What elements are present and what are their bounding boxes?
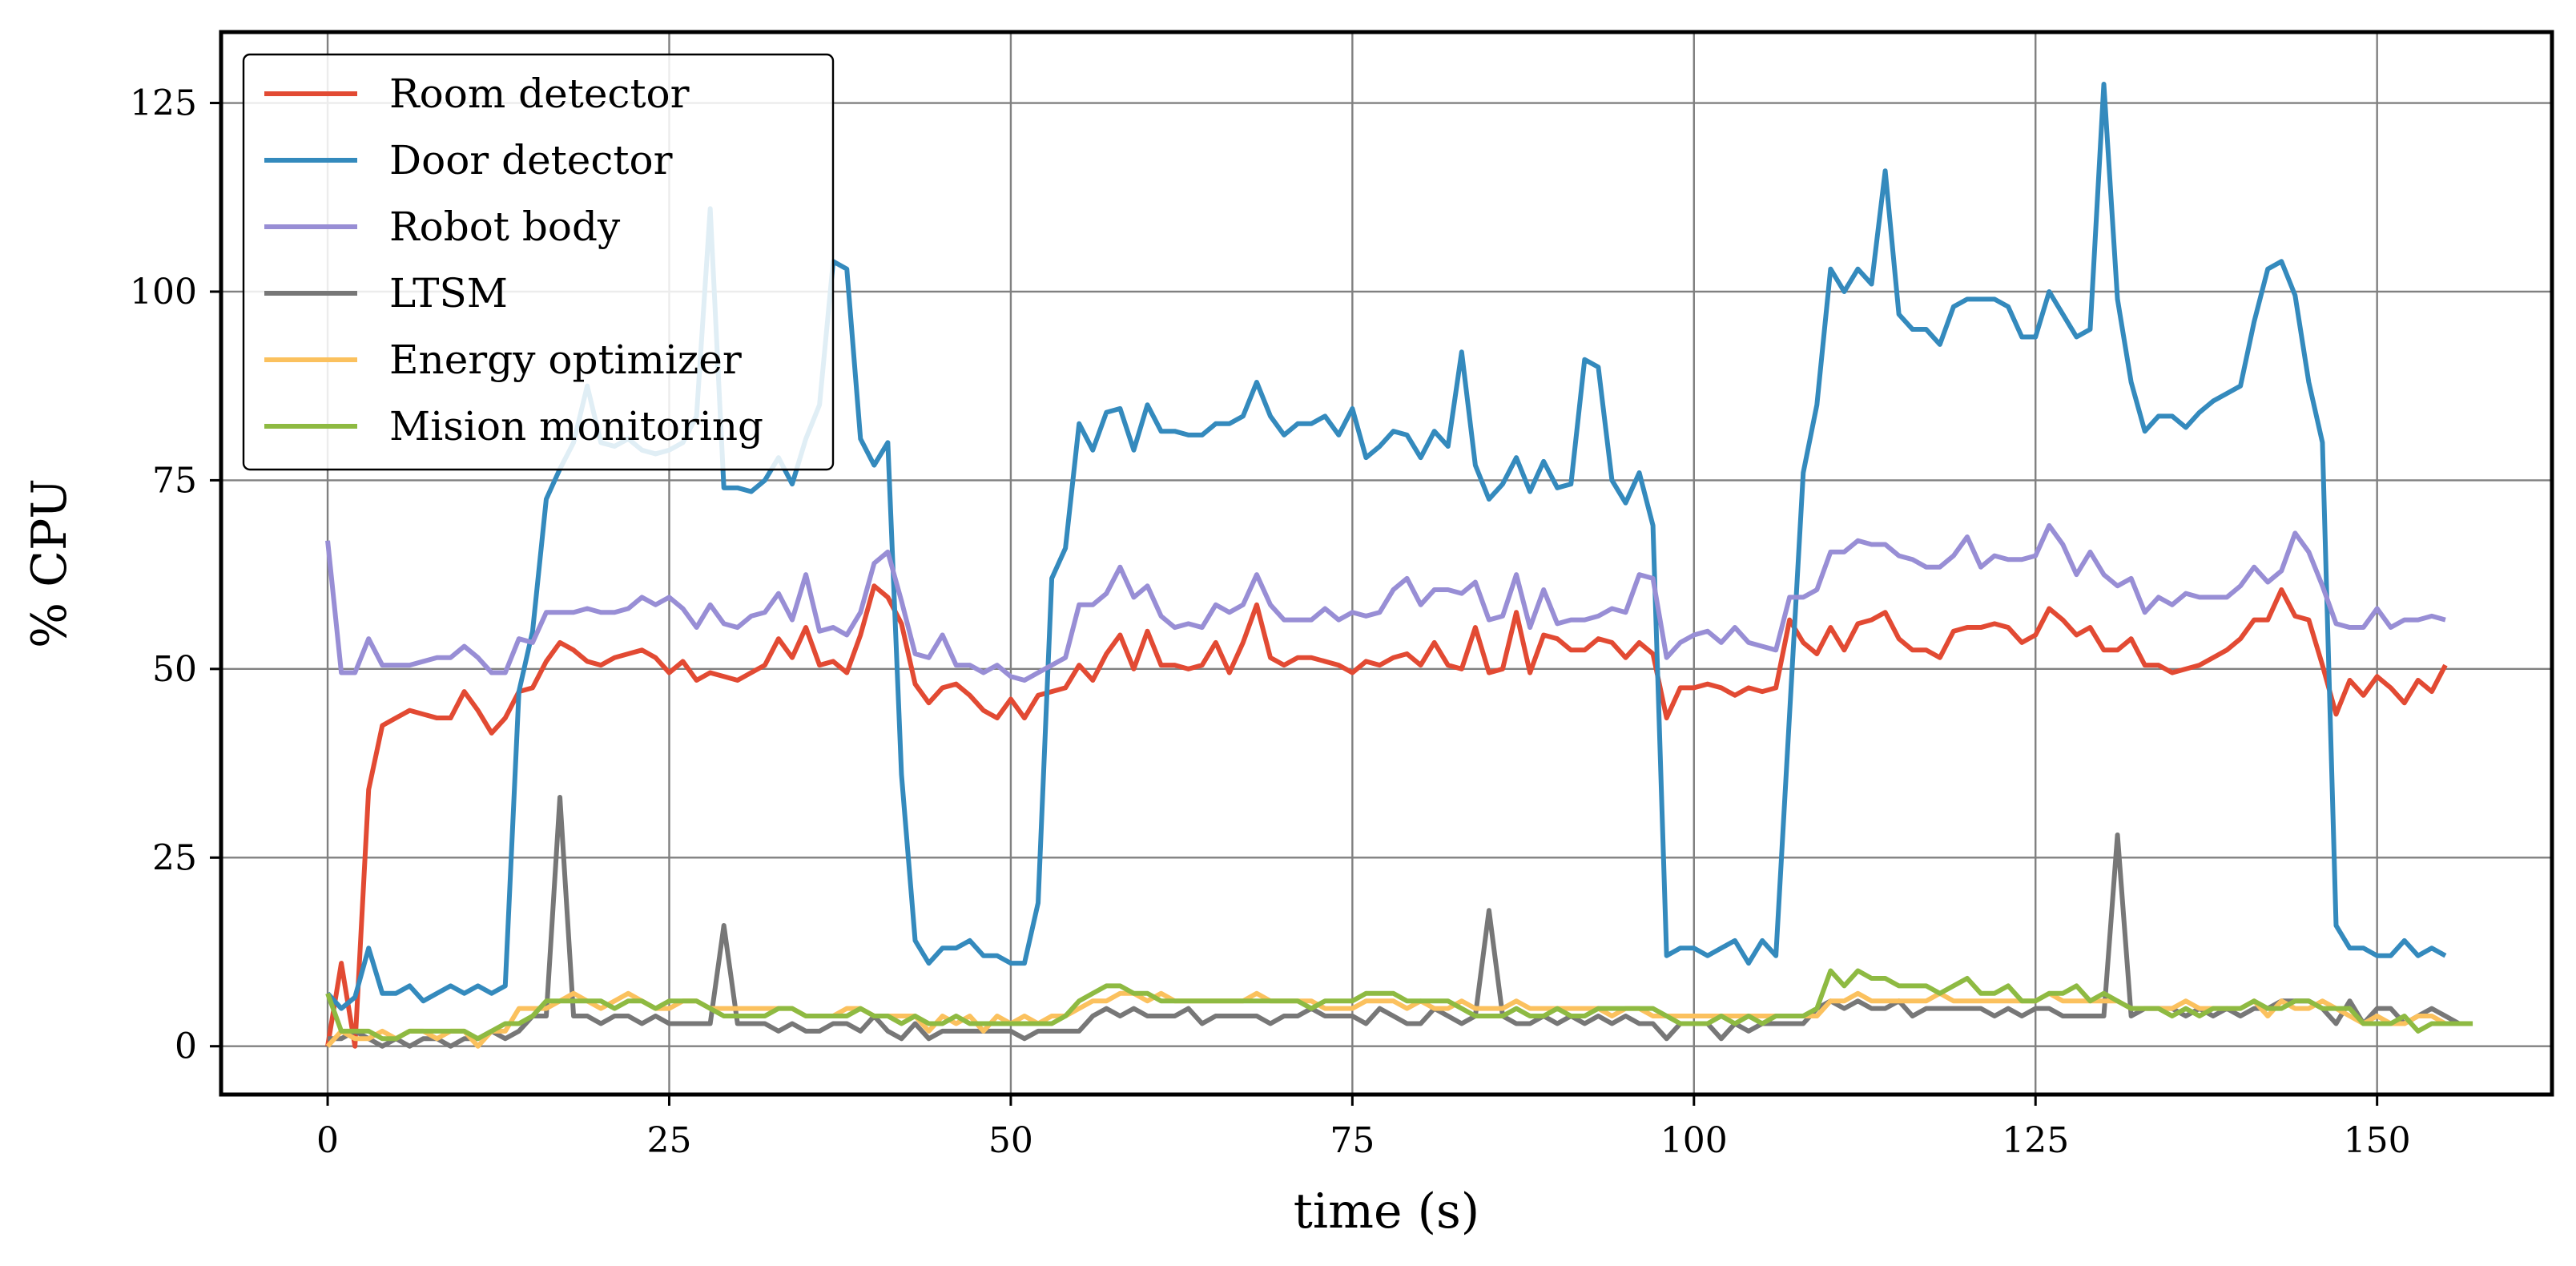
legend-label-mision-monitoring: Mision monitoring [389,403,763,450]
x-tick-label-6: 150 [2344,1120,2411,1161]
series-line-mision-monitoring [325,968,2473,1042]
y-tick-label-5: 125 [130,83,197,124]
x-tick-label-2: 50 [988,1120,1033,1161]
x-tick-label-0: 0 [316,1120,339,1161]
legend-label-room-detector: Room detector [389,71,690,117]
series-lines [325,81,2473,1049]
x-tick-label-1: 25 [646,1120,691,1161]
y-tick-label-2: 50 [152,649,197,690]
series-line-ltsm [328,794,2461,1049]
y-tick-label-3: 75 [152,460,197,501]
legend-label-door-detector: Door detector [389,137,673,183]
x-axis-label: time (s) [1294,1183,1479,1240]
plot-frame [219,30,2554,1097]
series-line-robot-body [325,522,2446,683]
x-tick-label-4: 100 [1660,1120,1728,1161]
legend-label-ltsm: LTSM [389,270,508,316]
legend: Room detector Door detector Robot body LTSM… [242,53,835,471]
legend-label-robot-body: Robot body [389,204,621,250]
axis-ticks: 0 25 50 75 100 125 150 0 25 50 75 100 125 [130,83,2411,1161]
x-tick-label-3: 75 [1330,1120,1375,1161]
x-tick-label-5: 125 [2002,1120,2069,1161]
y-axis-label: % CPU [22,478,78,648]
y-tick-label-4: 100 [130,272,197,312]
legend-label-energy-optimizer: Energy optimizer [389,337,742,383]
y-tick-label-1: 25 [152,837,197,878]
series-line-room-detector [325,583,2448,1049]
legend-entries: Room detector Door detector Robot body LTSM… [264,71,763,450]
legend-box [242,53,835,471]
y-tick-label-0: 0 [175,1026,197,1067]
